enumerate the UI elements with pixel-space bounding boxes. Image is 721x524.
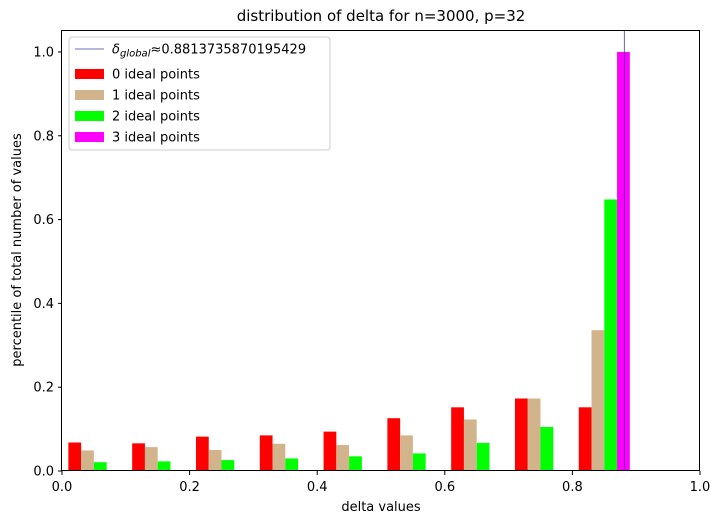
bar-series-2-6 [476, 442, 490, 471]
legend: δglobal≈0.8813735870195429 0 ideal points… [68, 36, 331, 151]
y-tick-label: 0.4 [33, 297, 54, 312]
y-axis-ticks: 0.0 0.2 0.4 0.6 0.8 1.0 [33, 45, 62, 480]
y-tick-label: 0.0 [33, 465, 54, 480]
legend-swatch-0 [75, 69, 104, 79]
y-tick-label: 1.0 [33, 45, 54, 60]
bar-series-2-5 [412, 453, 426, 471]
legend-label-1: 1 ideal points [112, 89, 200, 104]
bar-series-3-0 [617, 51, 630, 471]
legend-label-0: 0 ideal points [112, 68, 200, 83]
x-tick-label: 0.2 [179, 480, 200, 495]
bar-series-0-1 [132, 443, 145, 471]
y-tick-label: 0.8 [33, 129, 54, 144]
bar-series-1-6 [463, 419, 477, 471]
bar-series-1-7 [527, 398, 541, 471]
plot-frame [61, 30, 700, 471]
chart-title: distribution of delta for n=3000, p=32 [237, 7, 526, 25]
legend-label-2: 2 ideal points [112, 110, 200, 125]
y-axis-label: percentile of total number of values [10, 133, 25, 367]
legend-label-3: 3 ideal points [112, 131, 200, 146]
bar-series-0-8 [578, 407, 592, 471]
x-tick-label: 0.0 [52, 480, 73, 495]
legend-box [68, 36, 331, 151]
legend-swatch-1 [75, 90, 104, 100]
x-tick-label: 0.8 [562, 480, 583, 495]
bar-series-0-5 [387, 418, 401, 471]
bar-series-0-0 [68, 442, 82, 471]
bar-series-2-4 [349, 456, 362, 471]
bar-series-2-0 [93, 462, 107, 471]
bars-group [68, 51, 630, 471]
x-tick-label: 1.0 [690, 480, 711, 495]
bar-series-1-5 [400, 435, 413, 471]
bar-series-0-6 [451, 407, 464, 471]
bar-series-1-0 [81, 450, 94, 471]
x-axis-ticks: 0.0 0.2 0.4 0.6 0.8 1.0 [52, 471, 711, 495]
bar-series-0-7 [514, 398, 528, 471]
bar-series-1-2 [208, 450, 222, 471]
y-tick-label: 0.6 [33, 213, 54, 228]
legend-swatch-2 [75, 111, 104, 121]
x-axis-label: delta values [341, 500, 421, 515]
bar-series-1-3 [272, 443, 286, 471]
x-tick-label: 0.4 [307, 480, 328, 495]
bar-series-1-1 [144, 447, 158, 471]
bar-series-2-8 [604, 199, 618, 471]
bar-series-0-3 [259, 435, 273, 471]
bar-series-2-1 [157, 461, 171, 471]
bar-series-0-2 [195, 436, 209, 471]
bar-series-2-3 [285, 458, 299, 471]
bar-series-2-7 [540, 427, 554, 471]
y-tick-label: 0.2 [33, 381, 54, 396]
bar-series-1-8 [591, 330, 605, 471]
x-tick-label: 0.6 [434, 480, 455, 495]
bar-series-2-2 [221, 460, 235, 471]
legend-swatch-3 [75, 132, 104, 142]
legend-label-reference: δglobal≈0.8813735870195429 [112, 43, 306, 60]
bar-series-1-4 [336, 445, 350, 471]
bar-series-0-4 [323, 431, 337, 471]
